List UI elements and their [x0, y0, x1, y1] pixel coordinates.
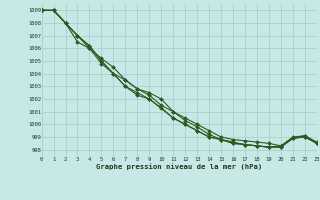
X-axis label: Graphe pression niveau de la mer (hPa): Graphe pression niveau de la mer (hPa) — [96, 163, 262, 170]
